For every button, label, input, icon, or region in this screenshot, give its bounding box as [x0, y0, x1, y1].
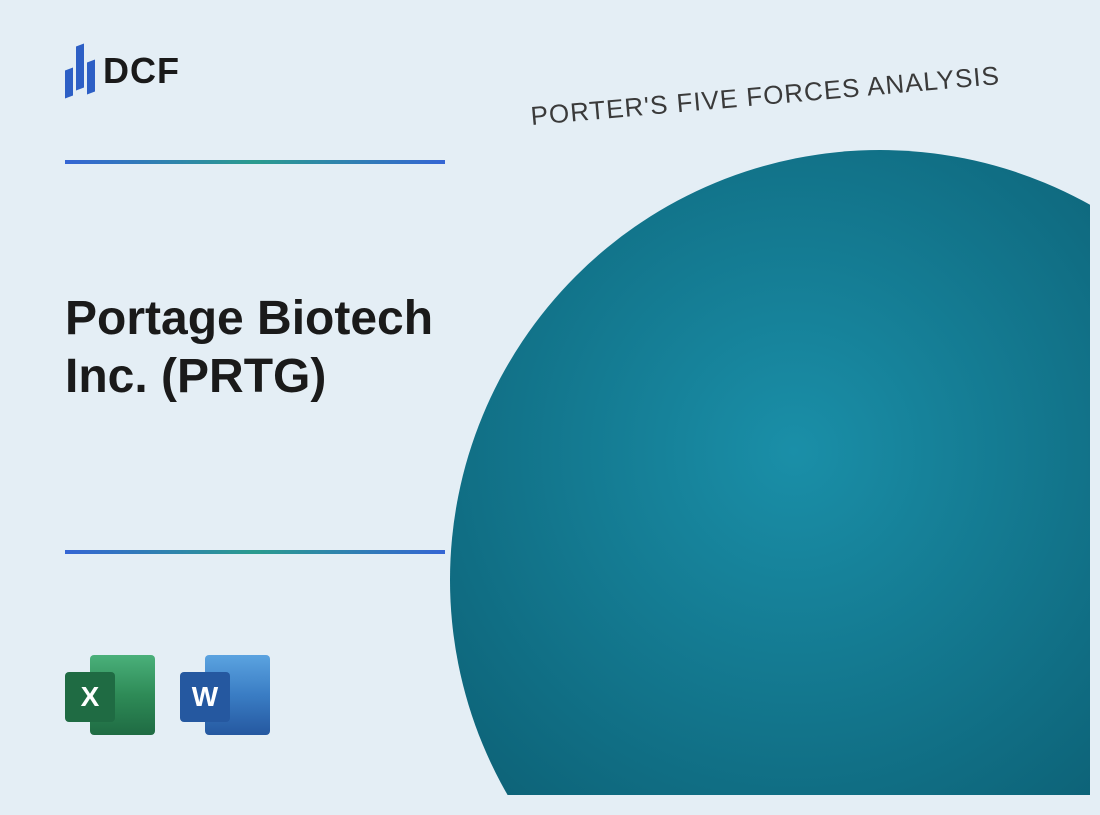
dcf-logo: DCF: [65, 45, 180, 97]
circle-background: [450, 150, 1090, 795]
main-container: DCF Portage Biotech Inc. (PRTG) X W PORT…: [10, 10, 1090, 795]
page-title: Portage Biotech Inc. (PRTG): [65, 290, 485, 405]
excel-badge-letter: X: [65, 672, 115, 722]
logo-bars-icon: [65, 45, 95, 97]
logo-text: DCF: [103, 50, 180, 92]
file-icons-row: X W: [65, 650, 270, 740]
divider-bottom: [65, 550, 445, 554]
divider-top: [65, 160, 445, 164]
excel-icon[interactable]: X: [65, 650, 155, 740]
word-icon[interactable]: W: [180, 650, 270, 740]
analysis-heading: PORTER'S FIVE FORCES ANALYSIS: [530, 60, 1002, 132]
word-badge-letter: W: [180, 672, 230, 722]
